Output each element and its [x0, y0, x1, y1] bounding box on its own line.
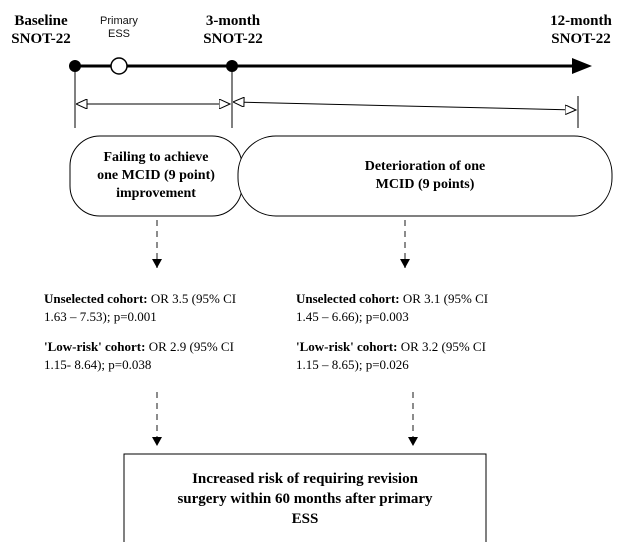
outcome-line1: Increased risk of requiring revision: [192, 471, 418, 487]
stat-value-line2: 1.45 – 6.66); p=0.003: [296, 309, 409, 324]
stat-value: OR 3.1 (95% CI: [399, 291, 489, 306]
label-twelve-month-line1: 12-month: [550, 13, 612, 29]
box-left-line2: one MCID (9 point): [97, 168, 215, 183]
box-left-line3: improvement: [116, 186, 196, 201]
label-three-month-line1: 3-month: [205, 13, 261, 29]
box-outcome: [123, 453, 487, 542]
label-primary-line2: ESS: [107, 28, 130, 40]
label-three-month: 3-month SNOT-22: [192, 12, 274, 48]
stats-left-lowrisk: 'Low-risk' cohort: OR 2.9 (95% CI 1.15- …: [44, 338, 234, 374]
box-deterioration: [237, 135, 613, 217]
stat-label: Unselected cohort:: [296, 291, 400, 306]
stats-right-lowrisk: 'Low-risk' cohort: OR 3.2 (95% CI 1.15 –…: [296, 338, 486, 374]
box-right-line2: MCID (9 points): [375, 177, 475, 192]
label-three-month-line2: SNOT-22: [203, 31, 263, 47]
stat-label: Unselected cohort:: [44, 291, 148, 306]
box-right-line1: Deterioration of one: [364, 159, 486, 174]
stat-value: OR 2.9 (95% CI: [145, 339, 234, 354]
box-failing-improvement-text: Failing to achieve one MCID (9 point) im…: [72, 138, 240, 214]
label-baseline-line1: Baseline: [14, 13, 68, 29]
stats-right-unselected: Unselected cohort: OR 3.1 (95% CI 1.45 –…: [296, 290, 488, 326]
label-primary-ess: Primary ESS: [90, 15, 148, 41]
stat-label: 'Low-risk' cohort:: [296, 339, 398, 354]
stat-value: OR 3.2 (95% CI: [397, 339, 486, 354]
outcome-line3: ESS: [291, 511, 319, 527]
box-deterioration-text: Deterioration of one MCID (9 points): [300, 138, 550, 214]
box-left-line1: Failing to achieve: [103, 150, 209, 165]
stat-value-line2: 1.15 – 8.65); p=0.026: [296, 357, 409, 372]
label-twelve-month-line2: SNOT-22: [551, 31, 611, 47]
box-outcome-text: Increased risk of requiring revision sur…: [124, 469, 486, 529]
label-primary-line1: Primary: [100, 15, 138, 27]
label-twelve-month: 12-month SNOT-22: [538, 12, 624, 48]
stat-value: OR 3.5 (95% CI: [147, 291, 237, 306]
stat-value-line2: 1.63 – 7.53); p=0.001: [44, 309, 157, 324]
label-baseline-line2: SNOT-22: [11, 31, 71, 47]
stat-label: 'Low-risk' cohort:: [44, 339, 146, 354]
timeline-arrowhead: [572, 58, 592, 74]
primary-ess-point: [110, 57, 128, 75]
label-baseline: Baseline SNOT-22: [2, 12, 80, 48]
interval-arrow-right: [234, 102, 576, 110]
stats-left-unselected: Unselected cohort: OR 3.5 (95% CI 1.63 –…: [44, 290, 236, 326]
stat-value-line2: 1.15- 8.64); p=0.038: [44, 357, 152, 372]
outcome-line2: surgery within 60 months after primary: [177, 491, 433, 507]
